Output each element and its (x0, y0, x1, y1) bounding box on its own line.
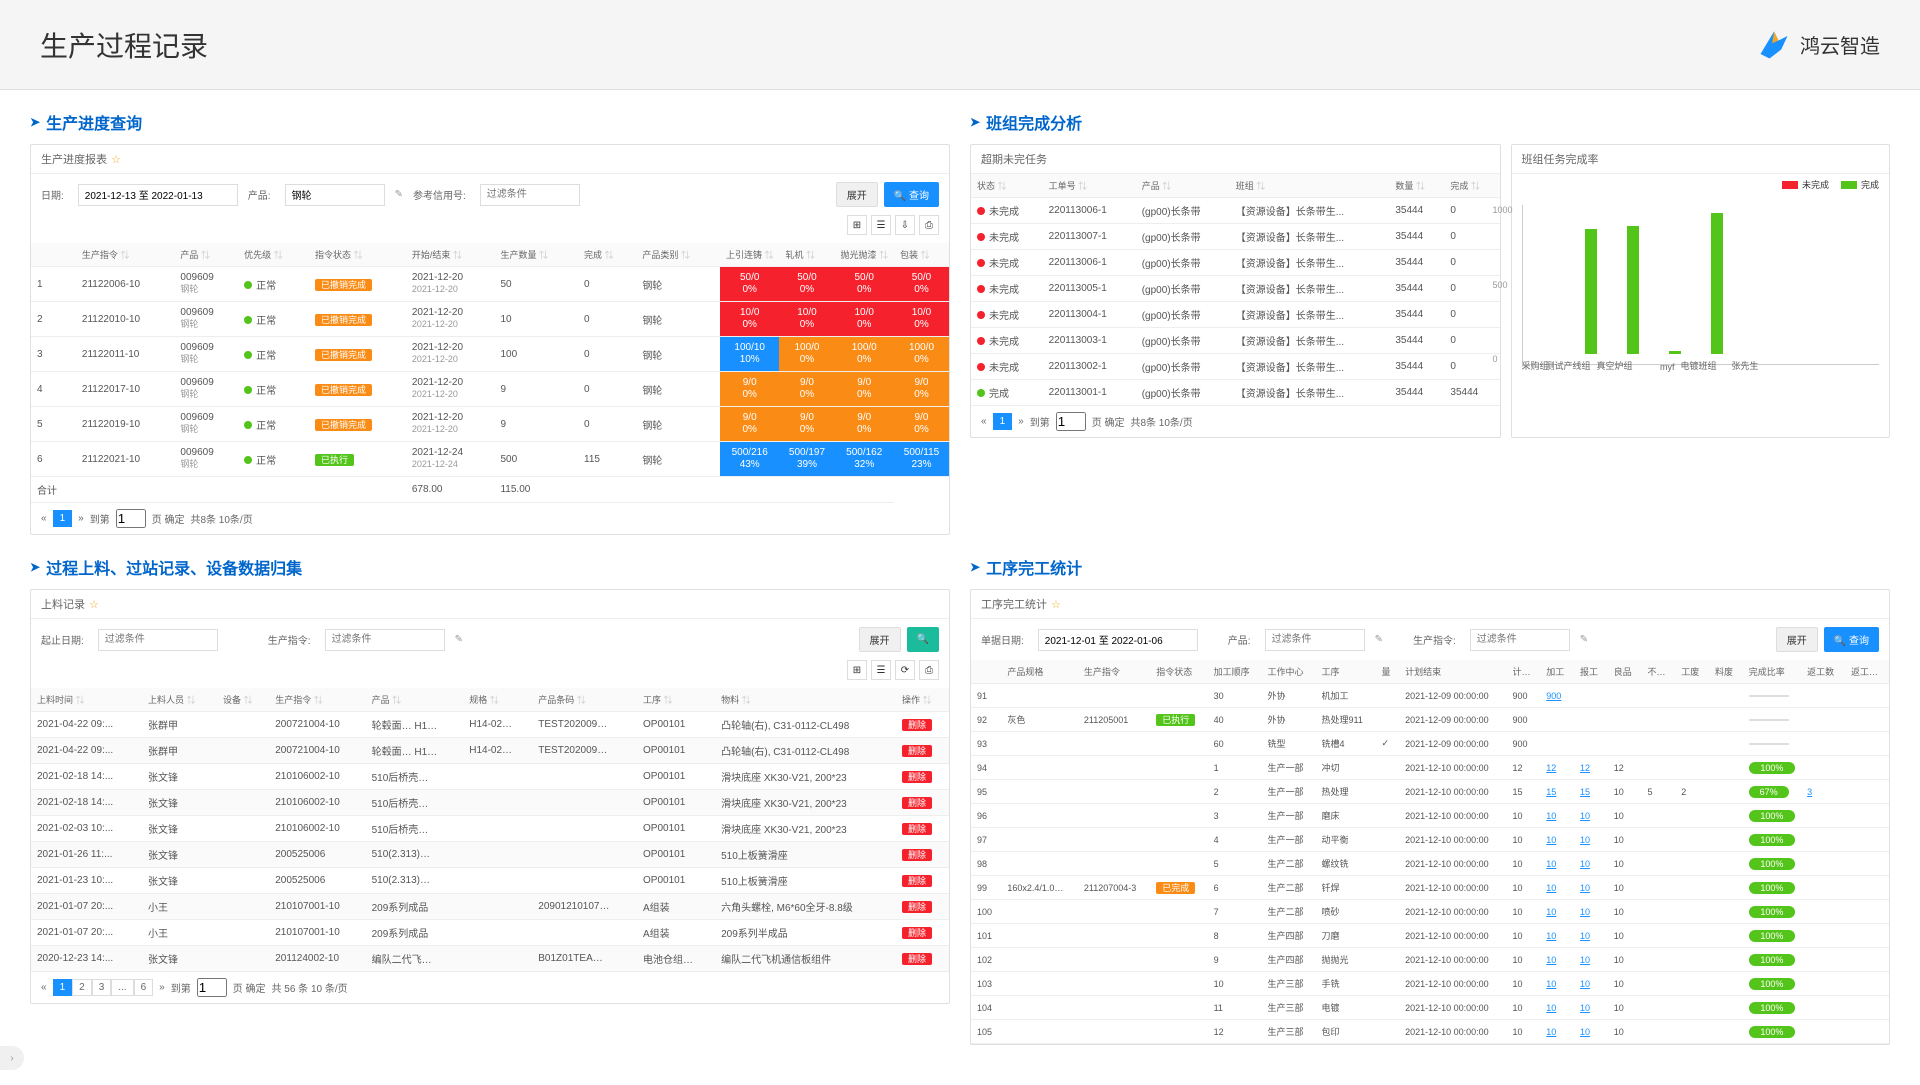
date-input[interactable] (78, 184, 238, 206)
section-title-team: 班组完成分析 (970, 110, 1890, 134)
progress-panel-title: 生产进度报表☆ (31, 145, 949, 174)
proc-query-button[interactable]: 🔍 查询 (1824, 627, 1879, 652)
section-title-progress: 生产进度查询 (30, 110, 950, 134)
progress-table: 生产指令 ⇅产品 ⇅优先级 ⇅指令状态 ⇅开始/结束 ⇅生产数量 ⇅完成 ⇅产品… (31, 243, 949, 503)
page-title: 生产过程记录 (40, 25, 208, 65)
ref-input[interactable] (480, 184, 580, 206)
expand-button[interactable]: 展开 (836, 182, 878, 207)
team-pager[interactable]: «1»到第页 确定共8条 10条/页 (971, 406, 1500, 437)
process-panel: 工序完工统计☆ 单据日期: 产品: ✎ 生产指令: ✎ 展开 🔍 查询 产品规格… (970, 589, 1890, 1045)
query-button[interactable]: 🔍 查询 (884, 182, 939, 207)
mat-order-input[interactable] (325, 629, 445, 651)
mat-search-button[interactable]: 🔍 (907, 627, 939, 652)
prev-slide-button[interactable]: › (0, 1046, 24, 1070)
process-table: 产品规格生产指令指令状态加工顺序工作中心工序量计划结束计…加工报工良品不…工废料… (971, 660, 1889, 1044)
mat-pager[interactable]: «123...6»到第页 确定共 56 条 10 条/页 (31, 972, 949, 1003)
grid-icon[interactable]: ⊞ (847, 660, 867, 680)
proc-order-input[interactable] (1470, 629, 1570, 651)
refresh-icon[interactable]: ⟳ (895, 660, 915, 680)
proc-date-input[interactable] (1038, 629, 1198, 651)
section-title-process: 工序完工统计 (970, 555, 1890, 579)
overdue-panel: 超期未完任务 状态 ⇅工单号 ⇅产品 ⇅班组 ⇅数量 ⇅完成 ⇅ 未完成2201… (970, 144, 1501, 438)
chart-panel: 班组任务完成率 未完成 完成 10005000 采购组测试产线组真空炉组myf电… (1511, 144, 1891, 438)
pager[interactable]: «1»到第页 确定共8条 10条/页 (31, 503, 949, 534)
print-icon[interactable]: ⎙ (919, 660, 939, 680)
proc-prod-input[interactable] (1265, 629, 1365, 651)
overdue-table: 状态 ⇅工单号 ⇅产品 ⇅班组 ⇅数量 ⇅完成 ⇅ 未完成220113006-1… (971, 174, 1500, 406)
product-input[interactable] (285, 184, 385, 206)
brand-logo: 鸿云智造 (1756, 27, 1880, 63)
grid-icon[interactable]: ⊞ (847, 215, 867, 235)
list-icon[interactable]: ☰ (871, 215, 891, 235)
export-icon[interactable]: ⇩ (895, 215, 915, 235)
print-icon[interactable]: ⎙ (919, 215, 939, 235)
section-title-material: 过程上料、过站记录、设备数据归集 (30, 555, 950, 579)
list-icon[interactable]: ☰ (871, 660, 891, 680)
material-table: 上料时间 ⇅上料人员 ⇅设备 ⇅生产指令 ⇅产品 ⇅规格 ⇅产品条码 ⇅工序 ⇅… (31, 688, 949, 972)
mat-date-input[interactable] (98, 629, 218, 651)
progress-panel: 生产进度报表☆ 日期: 产品: ✎ 参考信用号: 展开 🔍 查询 ⊞ ☰ ⇩ (30, 144, 950, 535)
material-panel: 上料记录☆ 起止日期: 生产指令: ✎ 展开 🔍 ⊞☰⟳⎙ 上料时间 ⇅上料人员… (30, 589, 950, 1004)
page-header: 生产过程记录 鸿云智造 (0, 0, 1920, 90)
bird-icon (1756, 27, 1792, 63)
proc-expand-button[interactable]: 展开 (1776, 627, 1818, 652)
mat-expand-button[interactable]: 展开 (859, 627, 901, 652)
